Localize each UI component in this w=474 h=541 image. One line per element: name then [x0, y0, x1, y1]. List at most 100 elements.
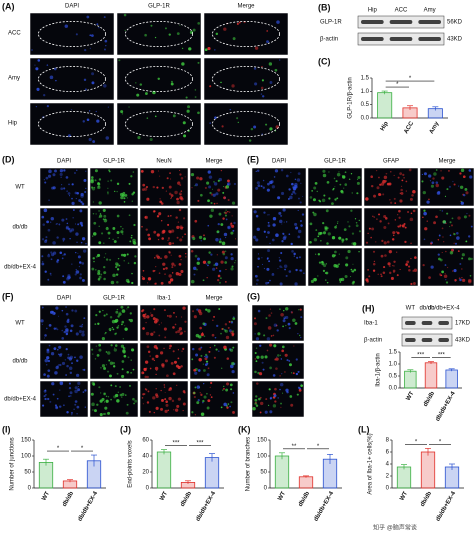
cell: [177, 349, 179, 351]
cell: [88, 110, 91, 112]
cell: [196, 308, 199, 311]
cell: [227, 183, 230, 186]
cell: [347, 221, 349, 223]
cell: [285, 307, 289, 311]
cell: [91, 348, 94, 351]
cell: [422, 263, 425, 267]
cell: [64, 359, 66, 361]
cell: [410, 282, 413, 286]
panel-label: (L): [358, 424, 370, 434]
cell: [150, 24, 153, 27]
y-tick-label: 1.5: [389, 350, 398, 356]
cell: [68, 395, 71, 398]
cell: [259, 344, 262, 347]
cell: [77, 223, 80, 226]
cell: [463, 215, 467, 219]
cell: [193, 395, 196, 399]
panel-label: (D): [2, 154, 15, 164]
cell: [68, 357, 73, 361]
cell: [377, 273, 379, 276]
cell: [134, 399, 138, 403]
cell: [313, 238, 318, 242]
cell: [232, 346, 235, 349]
cell: [98, 275, 102, 279]
cell: [158, 212, 162, 216]
cell: [259, 401, 264, 406]
cell: [275, 367, 278, 370]
cell: [160, 220, 163, 222]
cell: [255, 214, 259, 218]
cell: [290, 311, 292, 313]
cell: [131, 234, 133, 237]
bar: [38, 461, 54, 489]
cell: [405, 180, 408, 183]
cell: [147, 198, 149, 200]
cell: [107, 187, 109, 189]
cell: [351, 192, 353, 194]
cell: [74, 400, 78, 403]
cell: [290, 242, 293, 246]
cell: [407, 211, 410, 213]
cell: [213, 315, 216, 318]
cell: [300, 316, 303, 319]
cell: [191, 187, 193, 189]
cell: [52, 311, 56, 316]
cell: [181, 236, 184, 238]
cell: [44, 334, 47, 337]
cell: [445, 278, 447, 281]
micrograph: [89, 380, 139, 418]
cell: [65, 218, 68, 220]
cell: [76, 191, 79, 195]
cell: [103, 256, 105, 258]
cell: [180, 259, 182, 261]
region-outline: [38, 66, 106, 93]
cell: [442, 220, 447, 224]
cell: [408, 168, 412, 172]
cell: [113, 365, 116, 368]
cell: [209, 122, 212, 125]
cell: [355, 224, 359, 228]
cell: [281, 223, 283, 225]
cell: [315, 229, 318, 231]
cell: [459, 185, 464, 189]
cell: [426, 220, 428, 222]
cell: [75, 251, 77, 254]
cell: [397, 226, 399, 228]
cell: [271, 238, 275, 242]
cell: [169, 387, 172, 390]
cell: [35, 106, 38, 108]
cell: [454, 279, 457, 282]
row-label: db/db+EX-4: [4, 265, 37, 271]
cell: [399, 268, 401, 271]
cell: [350, 173, 353, 175]
cell: [121, 320, 125, 324]
cell: [266, 188, 270, 192]
cell: [47, 254, 51, 258]
cell: [414, 256, 417, 259]
cell: [282, 233, 285, 236]
cell: [285, 324, 287, 327]
micrograph: [29, 57, 115, 101]
cell: [272, 334, 275, 337]
cell: [108, 237, 111, 240]
cell: [230, 222, 233, 225]
lane-label: db/db: [419, 306, 435, 312]
cell: [267, 404, 270, 406]
cell: [126, 308, 128, 310]
cell: [95, 255, 98, 258]
y-tick-label: 1.5: [361, 76, 370, 82]
cell: [368, 275, 371, 278]
cell: [351, 270, 353, 272]
cell: [58, 223, 61, 226]
cell: [224, 211, 228, 215]
cell: [293, 188, 296, 191]
cell: [126, 371, 129, 374]
cell: [129, 240, 132, 243]
cell: [78, 199, 82, 202]
cell: [176, 197, 179, 201]
cell: [141, 397, 144, 399]
cell: [76, 405, 80, 409]
band-size: 56KD: [447, 20, 463, 26]
cell: [298, 256, 301, 259]
significance-label: ***: [417, 353, 425, 359]
